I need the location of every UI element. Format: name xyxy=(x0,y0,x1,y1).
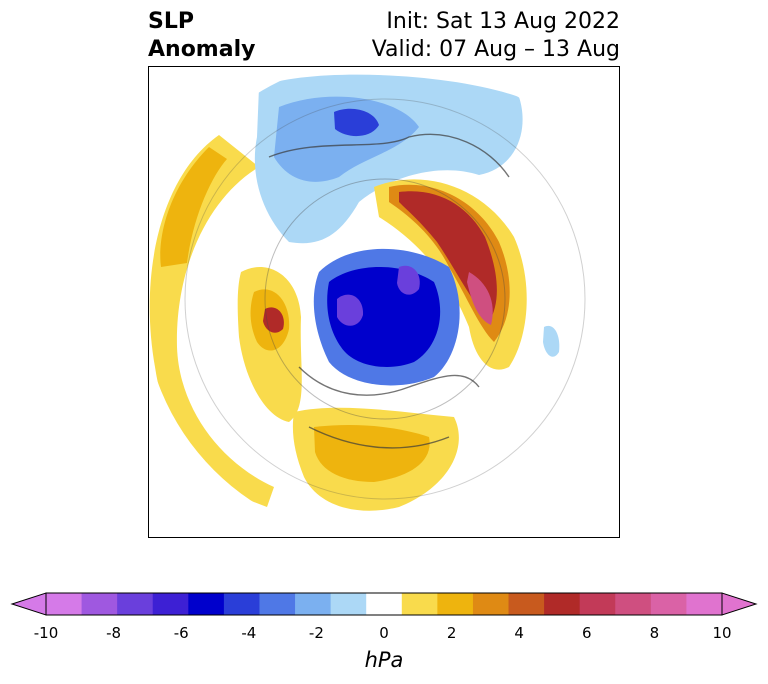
chart-title-left: SLP Anomaly xyxy=(148,8,255,64)
title-line-anomaly: Anomaly xyxy=(148,37,256,62)
alaska-high-red xyxy=(263,307,284,333)
colorbar-tick-label: 4 xyxy=(514,624,524,642)
colorbar-unit-label: hPa xyxy=(364,648,404,672)
colorbar-over-arrow xyxy=(721,592,758,616)
colorbar-tick-label: -10 xyxy=(33,624,59,642)
colorbar-swatch xyxy=(259,593,296,615)
colorbar-swatch xyxy=(295,593,332,615)
colorbar-swatch xyxy=(117,593,154,615)
anomaly-map xyxy=(149,67,619,537)
map-panel xyxy=(148,66,620,538)
atlantic-neg-patch xyxy=(543,325,560,357)
colorbar-swatch xyxy=(615,593,652,615)
colorbar-tick-label: 0 xyxy=(379,624,389,642)
coastline-hint xyxy=(268,133,510,449)
colorbar-tick-label: -4 xyxy=(241,624,257,642)
title-line-slp: SLP xyxy=(148,9,194,34)
anomaly-field xyxy=(149,74,586,511)
colorbar-swatch xyxy=(152,593,189,615)
na-high-orange xyxy=(314,425,430,482)
colorbar-tick-label: 2 xyxy=(446,624,457,642)
colorbar-tick-label: 10 xyxy=(712,624,732,642)
colorbar-swatch xyxy=(46,593,83,615)
colorbar-swatch xyxy=(223,593,260,615)
colorbar-border xyxy=(45,592,723,616)
colorbar-swatch xyxy=(330,593,367,615)
valid-range-text: Valid: 07 Aug – 13 Aug xyxy=(371,37,620,62)
colorbar-swatch xyxy=(472,593,510,615)
colorbar-tick-label: -2 xyxy=(308,624,324,642)
colorbar-swatch xyxy=(401,593,438,615)
colorbar-swatch xyxy=(686,593,723,615)
latitude-ring-outer xyxy=(184,98,586,500)
colorbar-tick-label: 6 xyxy=(582,624,592,642)
arctic-low-core-right xyxy=(397,265,420,295)
colorbar-swatch xyxy=(188,593,225,615)
colorbar: -10 -8 -6 -4 -2 0 2 4 6 8 10 hPa xyxy=(0,584,768,684)
colorbar-swatch xyxy=(366,593,403,615)
arctic-low-core-left xyxy=(337,294,364,326)
chart-title-right: Init: Sat 13 Aug 2022 Valid: 07 Aug – 13… xyxy=(372,8,620,64)
colorbar-swatch xyxy=(650,593,687,615)
colorbar-swatch xyxy=(437,593,474,615)
colorbar-swatch xyxy=(579,593,616,615)
siberia-neg-core xyxy=(334,108,379,137)
latitude-ring xyxy=(264,178,506,420)
siberia-neg-mid xyxy=(274,96,419,182)
colorbar-tick-label: 8 xyxy=(649,624,660,642)
colorbar-tick-label: -6 xyxy=(173,624,189,642)
colorbar-tick-label: -8 xyxy=(106,624,122,642)
colorbar-swatch xyxy=(81,593,118,615)
colorbar-swatch xyxy=(544,593,581,615)
colorbar-bar xyxy=(10,592,758,616)
canada-ridge-pink xyxy=(467,272,493,325)
pacific-ring-orange xyxy=(160,147,227,267)
colorbar-under-arrow xyxy=(10,592,47,616)
init-date-text: Init: Sat 13 Aug 2022 xyxy=(386,9,620,34)
colorbar-swatch xyxy=(508,593,545,615)
